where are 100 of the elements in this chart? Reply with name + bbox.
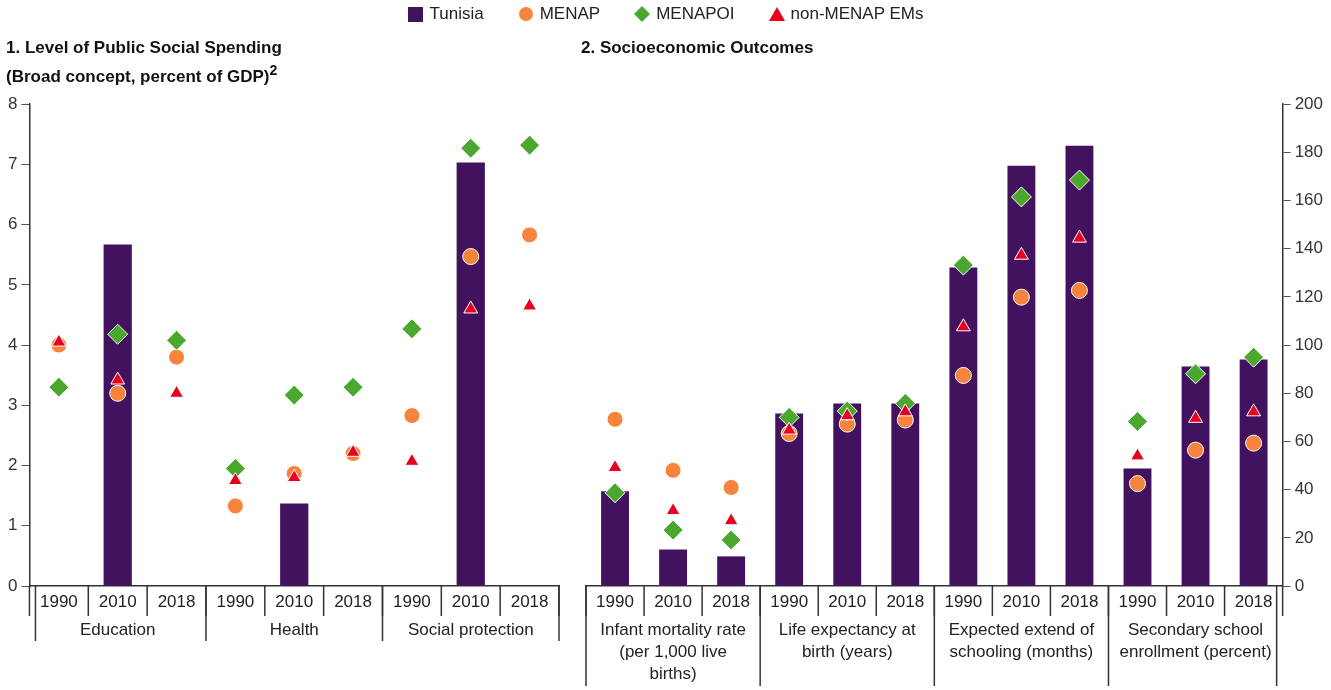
- point: [1070, 281, 1088, 299]
- point: [1246, 403, 1262, 417]
- y2-tick-label: 180: [1294, 142, 1324, 162]
- point: [1129, 475, 1146, 493]
- x-tick-label: 1990: [1118, 592, 1157, 612]
- y2-tick-label: 80: [1294, 382, 1314, 402]
- point: [606, 410, 624, 428]
- text: Education: [79, 620, 156, 640]
- bar: [949, 267, 978, 586]
- point: [522, 297, 538, 311]
- point: [519, 134, 541, 156]
- chart-subtitle: (Broad concept, percent of GDP)$^{2}$: [6, 61, 279, 88]
- bar: [1239, 359, 1268, 586]
- point: [401, 318, 423, 340]
- bar: [280, 503, 309, 586]
- y-tick-label: 7: [7, 154, 18, 174]
- point: [1188, 409, 1203, 423]
- x-tick-label: 1990: [39, 592, 78, 612]
- bar: [1007, 165, 1036, 586]
- point: [404, 452, 420, 466]
- y2-tick-label: 200: [1294, 93, 1324, 113]
- point: [952, 254, 974, 276]
- bar: [103, 244, 132, 586]
- point: [664, 461, 682, 479]
- text: Secondary school enrollment (percent): [1119, 620, 1272, 662]
- chart-title: 2. Socioeconomic Outcomes: [581, 37, 814, 59]
- point: [607, 458, 623, 472]
- point: [1013, 246, 1029, 260]
- point: [781, 421, 797, 435]
- bar: [833, 403, 862, 586]
- x-tick-label: 1990: [392, 592, 431, 612]
- point: [665, 502, 681, 516]
- point: [462, 248, 480, 266]
- x-tick-label: 2018: [157, 592, 196, 612]
- point: [345, 443, 361, 457]
- point: [463, 300, 479, 314]
- y2-tick-label: 0: [1294, 575, 1305, 595]
- x-tick-label: 1990: [944, 592, 983, 612]
- point: [662, 519, 684, 541]
- bar: [891, 403, 920, 586]
- bar: [1181, 366, 1210, 586]
- point: [778, 406, 800, 428]
- text: Life expectancy at birth (years): [778, 620, 917, 662]
- point: [521, 226, 539, 244]
- text: Expected extend of schooling (months): [948, 620, 1095, 662]
- y-tick-label: 6: [7, 214, 18, 234]
- point: [168, 348, 186, 366]
- legend-label: MENAPOI: [656, 4, 735, 24]
- point: [226, 497, 244, 515]
- y-tick-label: 8: [7, 93, 18, 113]
- point: [107, 323, 129, 345]
- chart-title: 1. Level of Public Social Spending: [6, 37, 282, 59]
- bar: [601, 491, 629, 586]
- point: [1130, 447, 1145, 461]
- point: [51, 333, 67, 347]
- point: [955, 318, 971, 332]
- point: [722, 478, 740, 496]
- y2-tick-label: 60: [1294, 431, 1314, 451]
- point: [166, 329, 188, 351]
- point: [1072, 229, 1087, 243]
- point: [1010, 186, 1032, 208]
- x-tick-label: 1990: [770, 592, 809, 612]
- point: [723, 512, 739, 526]
- x-tick-label: 2018: [712, 592, 751, 612]
- y2-tick-label: 40: [1294, 479, 1314, 499]
- y-tick-label: 3: [7, 395, 18, 415]
- point: [720, 529, 742, 551]
- point: [460, 137, 482, 159]
- text: Social protection: [407, 620, 534, 640]
- point: [48, 376, 70, 398]
- point: [1068, 169, 1090, 191]
- x-tick-label: 1990: [216, 592, 255, 612]
- x-tick-label: 2010: [98, 592, 137, 612]
- x-tick-label: 2010: [275, 592, 314, 612]
- x-tick-label: 2018: [510, 592, 549, 612]
- point: [954, 366, 972, 384]
- point: [1185, 363, 1207, 385]
- y-tick-label: 1: [7, 515, 18, 535]
- point: [1012, 288, 1030, 306]
- point: [1187, 441, 1205, 459]
- point: [604, 482, 626, 504]
- point: [109, 384, 127, 402]
- point: [1245, 434, 1263, 452]
- y2-tick-label: 160: [1294, 190, 1324, 210]
- point: [1243, 346, 1265, 368]
- x-tick-label: 2010: [828, 592, 867, 612]
- x-tick-label: 2018: [1234, 592, 1273, 612]
- point: [342, 376, 364, 398]
- point: [110, 371, 126, 385]
- y2-tick-label: 20: [1294, 527, 1314, 547]
- point: [286, 469, 302, 483]
- bar: [456, 162, 485, 586]
- x-tick-label: 2010: [1176, 592, 1215, 612]
- text: Infant mortality rate (per 1,000 live births): [600, 620, 746, 684]
- x-tick-label: 2018: [886, 592, 925, 612]
- legend-label: MENAP: [539, 4, 601, 24]
- y-tick-label: 0: [7, 575, 18, 595]
- y2-tick-label: 120: [1294, 286, 1324, 306]
- bar: [717, 556, 746, 586]
- point: [283, 384, 305, 406]
